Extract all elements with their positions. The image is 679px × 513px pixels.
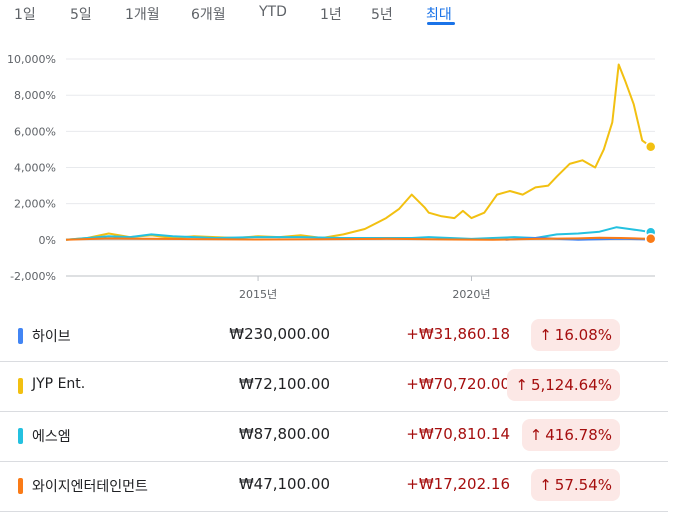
stock-name: JYP Ent. [32, 376, 86, 392]
arrow-up-icon: ↑ [529, 426, 543, 444]
tab-1-month[interactable]: 1개월 [125, 7, 160, 23]
tab-5-days[interactable]: 5일 [70, 7, 92, 23]
stock-change: +₩17,202.16 [406, 475, 510, 493]
y-tick-label: 10,000% [7, 53, 56, 66]
stock-price: ₩230,000.00 [229, 325, 330, 343]
series-color-swatch [18, 478, 23, 494]
arrow-up-icon: ↑ [515, 376, 528, 394]
chart-canvas[interactable]: 10,000% 8,000% 6,000% 4,000% 2,000% 0% -2,000%… [0, 36, 679, 306]
y-tick-label: -2,000% [10, 270, 56, 283]
series-end-marker-jyp-ent- [644, 140, 657, 153]
active-tab-underline [427, 22, 455, 25]
stock-row-jyp[interactable]: JYP Ent. ₩72,100.00 +₩70,720.00 ↑ 5,124.6… [0, 362, 668, 412]
tab-max[interactable]: 최대 [426, 7, 452, 23]
stock-price: ₩87,800.00 [238, 425, 330, 443]
stock-row-hybe[interactable]: 하이브 ₩230,000.00 +₩31,860.18 ↑ 16.08% [0, 312, 668, 362]
arrow-up-icon: ↑ [539, 326, 552, 344]
percent-change-badge: ↑ 16.08% [531, 319, 620, 351]
y-tick-label: 0% [39, 234, 56, 247]
y-tick-label: 4,000% [14, 162, 56, 175]
series-color-swatch [18, 378, 23, 394]
row-divider [0, 361, 668, 362]
y-tick-label: 2,000% [14, 198, 56, 211]
stock-change: +₩31,860.18 [406, 325, 510, 343]
stock-change: +₩70,720.00 [406, 375, 510, 393]
y-tick-label: 8,000% [14, 89, 56, 102]
percent-value: 5,124.64% [530, 376, 612, 394]
series-line-jyp-ent- [65, 63, 652, 241]
tab-6-months[interactable]: 6개월 [191, 7, 226, 23]
stock-change: +₩70,810.14 [406, 425, 510, 443]
series-color-swatch [18, 428, 23, 444]
tab-ytd[interactable]: YTD [259, 4, 287, 20]
percent-change-badge: ↑ 5,124.64% [507, 369, 620, 401]
series-color-swatch [18, 328, 23, 344]
stock-name: 와이지엔터테인먼트 [32, 479, 148, 495]
series-line-와이지엔터테인먼트 [65, 236, 651, 241]
tab-1-day[interactable]: 1일 [14, 7, 36, 23]
stock-price: ₩47,100.00 [238, 475, 330, 493]
tab-1-year[interactable]: 1년 [320, 7, 342, 23]
row-divider [0, 411, 668, 412]
series-end-marker-와이지엔터테인먼트 [644, 233, 657, 245]
percent-value: 57.54% [554, 476, 612, 494]
y-tick-label: 6,000% [14, 125, 56, 138]
percent-change-badge: ↑ 57.54% [531, 469, 620, 501]
time-range-tabs: 1일 5일 1개월 6개월 YTD 1년 5년 최대 [0, 0, 679, 34]
x-tick-label: 2020년 [452, 288, 490, 301]
percent-value: 16.08% [554, 326, 612, 344]
arrow-up-icon: ↑ [539, 476, 552, 494]
percent-value: 416.78% [545, 426, 612, 444]
row-divider [0, 461, 668, 462]
stock-price: ₩72,100.00 [238, 375, 330, 393]
percent-change-badge: ↑ 416.78% [521, 419, 620, 451]
stock-row-yg[interactable]: 와이지엔터테인먼트 ₩47,100.00 +₩17,202.16 ↑ 57.54% [0, 462, 668, 512]
stock-row-sm[interactable]: 에스엠 ₩87,800.00 +₩70,810.14 ↑ 416.78% [0, 412, 668, 462]
series-line-에스엠 [65, 226, 651, 241]
row-divider [0, 511, 668, 512]
stock-name: 에스엠 [32, 429, 71, 445]
x-tick-label: 2015년 [239, 288, 277, 301]
comparison-chart: 10,000% 8,000% 6,000% 4,000% 2,000% 0% -2,000%… [0, 36, 679, 306]
stock-name: 하이브 [32, 329, 71, 345]
tab-5-years[interactable]: 5년 [371, 7, 393, 23]
